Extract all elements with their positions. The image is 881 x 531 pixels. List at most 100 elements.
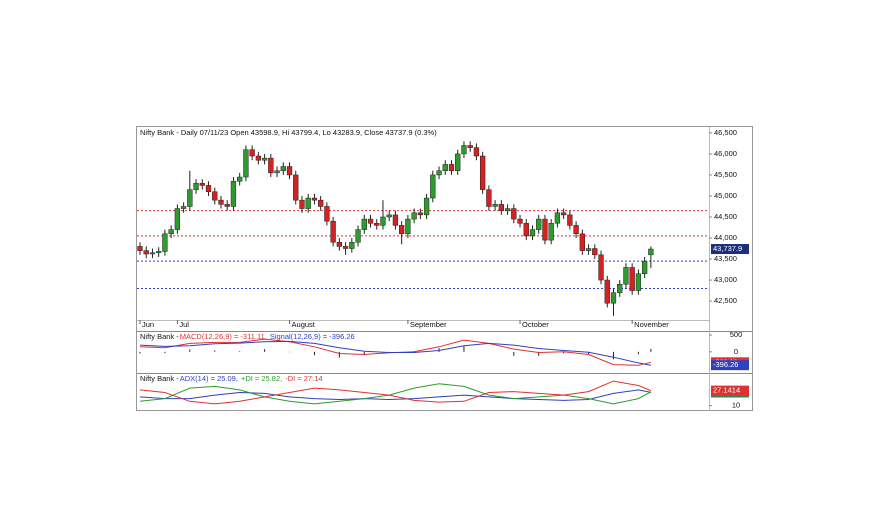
y-tick-label: 10 — [732, 401, 740, 410]
candle-body — [156, 251, 162, 253]
candle-body — [442, 164, 448, 171]
candle-body — [311, 197, 318, 201]
candle-body — [255, 155, 262, 161]
y-tick-label: 46,500 — [714, 128, 737, 137]
last-value-box — [711, 360, 749, 371]
x-tick-label: August — [292, 320, 316, 329]
candle-body — [405, 218, 411, 235]
legend-entry: Signal(12,26,9) = -396.26 — [270, 332, 355, 341]
candle-body — [448, 164, 455, 171]
candle-body — [536, 218, 542, 230]
candle-body — [205, 185, 212, 193]
candle-body — [187, 189, 193, 207]
candle-body — [579, 233, 585, 251]
candle-body — [280, 166, 286, 171]
candle-body — [224, 204, 230, 207]
candle-body — [610, 292, 617, 304]
candle-body — [355, 229, 361, 243]
candle-body — [386, 214, 392, 218]
candle-body — [243, 149, 249, 178]
candle-body — [598, 254, 604, 281]
candle-body — [249, 149, 255, 157]
panel-title: Nifty Bank - — [140, 374, 179, 383]
candle-body — [423, 197, 430, 216]
candle-body — [330, 220, 336, 243]
x-tick-label: Jul — [179, 320, 189, 329]
candle-body — [542, 218, 548, 241]
candle-body — [193, 183, 199, 190]
candle-body — [199, 183, 205, 186]
candle-body — [168, 229, 174, 235]
indicator-line — [139, 340, 651, 366]
candle-body — [324, 206, 330, 222]
y-tick-label: 42,500 — [714, 296, 737, 305]
candle-body — [392, 214, 399, 226]
x-tick-label: Jun — [142, 320, 154, 329]
candle-body — [473, 147, 480, 157]
candle-body — [492, 204, 498, 207]
candle-body — [504, 208, 511, 211]
candle-body — [573, 225, 579, 235]
legend-entry: +DI = 25.82, — [241, 374, 282, 383]
candle-body — [230, 180, 237, 207]
candle-body — [417, 212, 424, 216]
legend-entry: MACD(12,26,9) = -311.11, — [180, 332, 267, 341]
candle-body — [592, 248, 598, 256]
candle-body — [629, 267, 635, 291]
candle-body — [623, 267, 629, 285]
y-tick-label: 45,500 — [714, 170, 737, 179]
last-price-label: 43,737.9 — [713, 244, 742, 253]
candle-body — [486, 189, 492, 207]
candle-body — [523, 223, 529, 237]
candle-body — [641, 260, 648, 274]
candle-body — [137, 246, 143, 251]
legend-entry: -DI = 27.14 — [285, 374, 322, 383]
last-value-box — [711, 385, 749, 396]
candle-body — [648, 248, 654, 256]
candle-body — [162, 233, 168, 252]
candle-body — [336, 241, 343, 247]
candle-body — [617, 284, 623, 293]
candle-body — [361, 218, 367, 230]
candle-body — [237, 176, 243, 182]
candle-body — [529, 229, 536, 237]
candle-body — [517, 218, 523, 224]
candle-body — [305, 197, 311, 209]
legend-entry: ADX(14) = 25.09, — [180, 374, 238, 383]
candle-body — [498, 204, 504, 211]
candle-body — [585, 248, 592, 251]
candle-body — [461, 145, 467, 155]
candle-body — [149, 252, 156, 255]
y-tick-label: 44,000 — [714, 233, 737, 242]
y-tick-label: 43,000 — [714, 275, 737, 284]
candle-body — [299, 199, 305, 209]
candle-body — [261, 157, 268, 161]
x-tick-label: October — [522, 320, 549, 329]
y-tick-label: 44,500 — [714, 212, 737, 221]
candle-body — [511, 208, 517, 220]
candle-body — [411, 212, 417, 220]
candle-body — [318, 199, 324, 207]
candle-body — [399, 225, 405, 235]
candle-body — [367, 218, 374, 224]
y-tick-label: 46,000 — [714, 149, 737, 158]
chart-frame — [136, 126, 753, 411]
candle-body — [342, 246, 349, 249]
y-tick-label: 500 — [730, 330, 743, 339]
candle-body — [604, 279, 610, 304]
x-tick-label: September — [410, 320, 447, 329]
last-value-label: -396.26 — [713, 360, 738, 369]
last-value-label: 27.1414 — [713, 386, 740, 395]
candle-body — [567, 214, 573, 226]
candle-body — [286, 166, 293, 176]
candle-body — [374, 223, 380, 226]
x-tick-label: November — [634, 320, 669, 329]
candle-body — [268, 157, 274, 174]
last-price-box — [711, 244, 749, 255]
y-tick-label: 45,000 — [714, 191, 737, 200]
candle-body — [560, 212, 567, 216]
candle-body — [180, 206, 187, 209]
candle-body — [174, 208, 181, 230]
indicator-line — [139, 389, 651, 401]
